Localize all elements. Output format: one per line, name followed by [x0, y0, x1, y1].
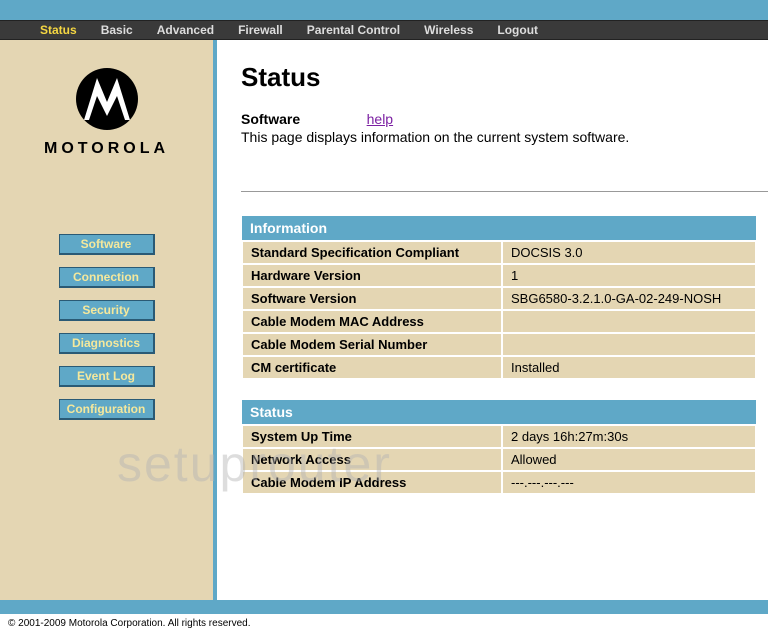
info-label: Hardware Version [242, 264, 502, 287]
info-value: Installed [502, 356, 756, 379]
nav-logout[interactable]: Logout [485, 23, 550, 37]
info-value [502, 333, 756, 356]
nav-status[interactable]: Status [28, 23, 89, 37]
page-title: Status [241, 62, 768, 93]
help-link[interactable]: help [367, 111, 393, 127]
info-label: Cable Modem Serial Number [242, 333, 502, 356]
nav-advanced[interactable]: Advanced [145, 23, 226, 37]
status-value: Allowed [502, 448, 756, 471]
divider-line [241, 191, 768, 192]
sidebar: MOTOROLA Software Connection Security Di… [0, 40, 213, 600]
status-table: Status System Up Time2 days 16h:27m:30s … [241, 400, 757, 495]
table-row: Hardware Version1 [242, 264, 756, 287]
brand-name: MOTOROLA [0, 140, 213, 158]
sidebar-menu: Software Connection Security Diagnostics… [0, 188, 213, 426]
status-table-header: Status [242, 400, 756, 425]
info-label: Software Version [242, 287, 502, 310]
content-area: setuprouter Status Software help This pa… [217, 40, 768, 600]
table-row: Standard Specification CompliantDOCSIS 3… [242, 241, 756, 264]
main-container: MOTOROLA Software Connection Security Di… [0, 40, 768, 600]
sidebar-item-configuration[interactable]: Configuration [59, 399, 155, 420]
logo-container: MOTOROLA [0, 58, 213, 188]
sidebar-item-security[interactable]: Security [59, 300, 155, 321]
table-row: Cable Modem IP Address---.---.---.--- [242, 471, 756, 494]
table-row: Network AccessAllowed [242, 448, 756, 471]
page-subtitle: Software [241, 111, 363, 127]
status-label: System Up Time [242, 425, 502, 448]
table-row: Cable Modem Serial Number [242, 333, 756, 356]
sidebar-item-diagnostics[interactable]: Diagnostics [59, 333, 155, 354]
info-value: SBG6580-3.2.1.0-GA-02-249-NOSH [502, 287, 756, 310]
page-description: This page displays information on the cu… [241, 129, 768, 145]
nav-firewall[interactable]: Firewall [226, 23, 295, 37]
motorola-logo-icon [76, 68, 138, 130]
subtitle-row: Software help [241, 111, 768, 127]
info-table-header: Information [242, 216, 756, 241]
nav-parental-control[interactable]: Parental Control [295, 23, 412, 37]
info-value [502, 310, 756, 333]
top-nav-bar: Status Basic Advanced Firewall Parental … [0, 20, 768, 40]
info-label: CM certificate [242, 356, 502, 379]
info-label: Cable Modem MAC Address [242, 310, 502, 333]
info-value: DOCSIS 3.0 [502, 241, 756, 264]
table-row: Software VersionSBG6580-3.2.1.0-GA-02-24… [242, 287, 756, 310]
sidebar-item-software[interactable]: Software [59, 234, 155, 255]
status-value: ---.---.---.--- [502, 471, 756, 494]
nav-basic[interactable]: Basic [89, 23, 145, 37]
info-label: Standard Specification Compliant [242, 241, 502, 264]
table-row: CM certificateInstalled [242, 356, 756, 379]
info-value: 1 [502, 264, 756, 287]
nav-wireless[interactable]: Wireless [412, 23, 485, 37]
status-label: Cable Modem IP Address [242, 471, 502, 494]
table-row: Cable Modem MAC Address [242, 310, 756, 333]
status-label: Network Access [242, 448, 502, 471]
top-border-strip [0, 0, 768, 20]
sidebar-item-connection[interactable]: Connection [59, 267, 155, 288]
information-table: Information Standard Specification Compl… [241, 216, 757, 380]
footer-copyright: © 2001-2009 Motorola Corporation. All ri… [0, 614, 768, 633]
sidebar-item-event-log[interactable]: Event Log [59, 366, 155, 387]
bottom-border-strip [0, 600, 768, 614]
status-value: 2 days 16h:27m:30s [502, 425, 756, 448]
table-row: System Up Time2 days 16h:27m:30s [242, 425, 756, 448]
